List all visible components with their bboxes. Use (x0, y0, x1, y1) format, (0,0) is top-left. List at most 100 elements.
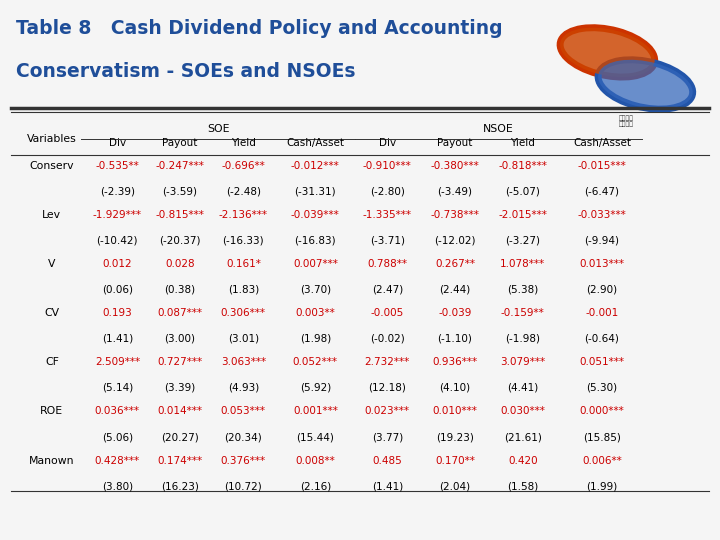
Text: (15.85): (15.85) (583, 432, 621, 442)
Text: (1.41): (1.41) (372, 481, 403, 491)
Text: Yield: Yield (510, 138, 535, 148)
Text: (1.41): (1.41) (102, 334, 133, 344)
Text: (16.23): (16.23) (161, 481, 199, 491)
Text: 0.010***: 0.010*** (433, 407, 477, 416)
Text: Cash/Asset: Cash/Asset (573, 138, 631, 148)
Text: (2.04): (2.04) (439, 481, 471, 491)
Text: 0.727***: 0.727*** (158, 357, 202, 367)
Text: (3.70): (3.70) (300, 285, 331, 295)
Text: -0.696**: -0.696** (222, 161, 265, 171)
Text: -0.738***: -0.738*** (431, 210, 480, 220)
Text: (-31.31): (-31.31) (294, 186, 336, 197)
Text: (-6.47): (-6.47) (585, 186, 619, 197)
Text: 0.003**: 0.003** (295, 308, 336, 318)
Text: (1.83): (1.83) (228, 285, 259, 295)
Text: (-9.94): (-9.94) (585, 235, 619, 246)
Text: 0.267**: 0.267** (435, 259, 475, 269)
Text: -0.039***: -0.039*** (291, 210, 340, 220)
Text: (12.18): (12.18) (369, 383, 406, 393)
Text: (0.06): (0.06) (102, 285, 133, 295)
Text: Lev: Lev (42, 210, 61, 220)
Text: Div: Div (379, 138, 396, 148)
Text: -0.535**: -0.535** (96, 161, 139, 171)
Text: 0.028: 0.028 (165, 259, 195, 269)
Text: 重庆大学
管理学院: 重庆大学 管理学院 (619, 115, 634, 127)
Text: 0.030***: 0.030*** (500, 407, 545, 416)
Text: 0.174***: 0.174*** (158, 456, 202, 465)
Text: 0.161*: 0.161* (226, 259, 261, 269)
Ellipse shape (598, 60, 693, 109)
Text: (-16.83): (-16.83) (294, 235, 336, 246)
Text: -2.015***: -2.015*** (498, 210, 547, 220)
Text: (21.61): (21.61) (504, 432, 541, 442)
Text: NSOE: NSOE (483, 124, 513, 133)
Text: (1.58): (1.58) (507, 481, 539, 491)
Text: (3.00): (3.00) (164, 334, 196, 344)
Text: (-12.02): (-12.02) (434, 235, 476, 246)
Text: Conserv: Conserv (30, 161, 74, 171)
Text: 0.428***: 0.428*** (95, 456, 140, 465)
Text: (1.98): (1.98) (300, 334, 331, 344)
Text: 0.170**: 0.170** (435, 456, 475, 465)
Text: 0.013***: 0.013*** (580, 259, 624, 269)
Text: (-3.71): (-3.71) (370, 235, 405, 246)
Text: (20.27): (20.27) (161, 432, 199, 442)
Text: -0.033***: -0.033*** (577, 210, 626, 220)
Text: Cash/Asset: Cash/Asset (287, 138, 344, 148)
Text: 0.007***: 0.007*** (293, 259, 338, 269)
Text: SOE: SOE (207, 124, 230, 133)
Text: 0.051***: 0.051*** (580, 357, 624, 367)
Text: CF: CF (45, 357, 59, 367)
Text: 0.014***: 0.014*** (158, 407, 202, 416)
Text: -0.247***: -0.247*** (156, 161, 204, 171)
Text: 2.732***: 2.732*** (365, 357, 410, 367)
Text: (-0.64): (-0.64) (585, 334, 619, 344)
Text: Manown: Manown (29, 456, 75, 465)
Text: 0.420: 0.420 (508, 456, 538, 465)
Text: (4.93): (4.93) (228, 383, 259, 393)
Text: -0.039: -0.039 (438, 308, 472, 318)
Text: (2.16): (2.16) (300, 481, 331, 491)
Text: (5.38): (5.38) (507, 285, 539, 295)
Text: (20.34): (20.34) (225, 432, 262, 442)
Text: 0.023***: 0.023*** (365, 407, 410, 416)
Text: 0.788**: 0.788** (367, 259, 408, 269)
Text: (-0.02): (-0.02) (370, 334, 405, 344)
Text: 0.306***: 0.306*** (221, 308, 266, 318)
Text: ROE: ROE (40, 407, 63, 416)
Text: (-2.48): (-2.48) (226, 186, 261, 197)
Text: 3.079***: 3.079*** (500, 357, 545, 367)
Text: 0.006**: 0.006** (582, 456, 622, 465)
Text: (3.39): (3.39) (164, 383, 196, 393)
Text: (5.06): (5.06) (102, 432, 133, 442)
Text: 0.936***: 0.936*** (433, 357, 477, 367)
Text: -0.005: -0.005 (371, 308, 404, 318)
Text: (15.44): (15.44) (297, 432, 334, 442)
Text: Table 8   Cash Dividend Policy and Accounting: Table 8 Cash Dividend Policy and Account… (16, 19, 503, 38)
Text: (2.90): (2.90) (586, 285, 618, 295)
Text: (-1.10): (-1.10) (438, 334, 472, 344)
Text: 2.509***: 2.509*** (95, 357, 140, 367)
Text: -0.159**: -0.159** (501, 308, 544, 318)
Text: Conservatism - SOEs and NSOEs: Conservatism - SOEs and NSOEs (16, 62, 356, 81)
Text: V: V (48, 259, 55, 269)
Text: 0.012: 0.012 (102, 259, 132, 269)
Text: (5.92): (5.92) (300, 383, 331, 393)
Text: Payout: Payout (437, 138, 473, 148)
Text: (-16.33): (-16.33) (222, 235, 264, 246)
Text: (-2.39): (-2.39) (100, 186, 135, 197)
Text: 0.000***: 0.000*** (580, 407, 624, 416)
Text: (5.14): (5.14) (102, 383, 133, 393)
Text: (1.99): (1.99) (586, 481, 618, 491)
Text: 0.376***: 0.376*** (221, 456, 266, 465)
Text: -1.929***: -1.929*** (93, 210, 142, 220)
Text: (-3.59): (-3.59) (163, 186, 197, 197)
Text: (3.77): (3.77) (372, 432, 403, 442)
Text: 3.063***: 3.063*** (221, 357, 266, 367)
Text: -0.015***: -0.015*** (577, 161, 626, 171)
Text: -1.335***: -1.335*** (363, 210, 412, 220)
Text: (4.10): (4.10) (439, 383, 471, 393)
Text: Div: Div (109, 138, 126, 148)
Text: 0.052***: 0.052*** (293, 357, 338, 367)
Text: 0.008**: 0.008** (295, 456, 336, 465)
